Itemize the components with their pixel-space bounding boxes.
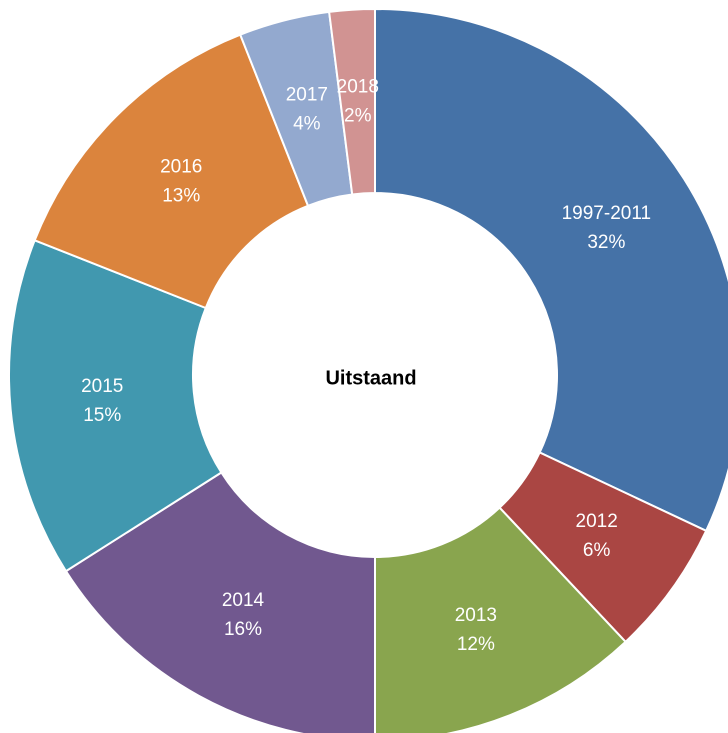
slice-category-label: 2013 <box>455 605 497 626</box>
slice-value-label: 12% <box>457 634 495 655</box>
slice-category-label: 2016 <box>160 156 202 177</box>
slice-category-label: 2012 <box>576 511 618 532</box>
slice-value-label: 13% <box>162 185 200 206</box>
slice-value-label: 2% <box>344 106 372 127</box>
slice-category-label: 2018 <box>337 77 379 98</box>
donut-slice <box>328 7 376 196</box>
slice-value-label: 16% <box>224 619 262 640</box>
donut-slice <box>8 238 223 573</box>
chart-title: Uitstaand <box>325 367 416 389</box>
slice-value-label: 4% <box>293 114 321 135</box>
donut-slice <box>33 33 310 310</box>
donut-slice <box>374 7 728 533</box>
slice-category-label: 2017 <box>286 85 328 106</box>
donut-slice <box>374 506 627 733</box>
slice-category-label: 2015 <box>81 376 123 397</box>
slice-category-label: 1997-2011 <box>562 203 651 224</box>
slice-value-label: 6% <box>583 540 611 561</box>
slice-value-label: 32% <box>587 232 625 253</box>
slice-category-label: 2014 <box>222 590 265 611</box>
donut-slice <box>64 471 376 733</box>
slice-value-label: 15% <box>83 405 121 426</box>
